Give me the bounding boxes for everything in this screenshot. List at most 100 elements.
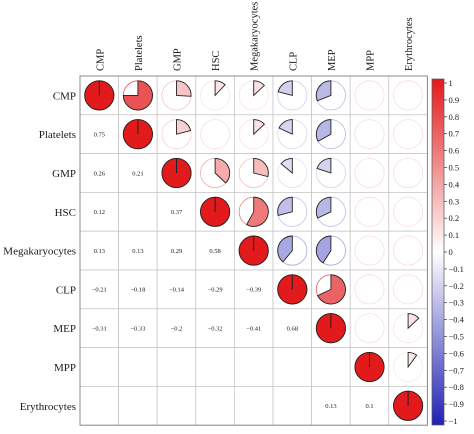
pie-hsc-megakaryocytes [238, 196, 269, 227]
pie-platelets-clp [277, 119, 308, 150]
pie-gmp-gmp [161, 157, 192, 189]
cell-mpp-hsc [195, 347, 235, 387]
pie-outline [354, 196, 385, 227]
pie-hsc-hsc [200, 196, 231, 227]
column-label-erythrocytes: Erythrocytes [404, 17, 415, 71]
matrix-marks: 0.75 0.26 0.21 0.12 0.37 0.13 0.13 0.29 0.58 −0.2… [84, 80, 424, 421]
pie-slice [315, 235, 332, 264]
value-megakaryocytes-gmp: 0.29 [171, 248, 182, 255]
cell-mep-platelets [118, 308, 158, 348]
cell-erythrocytes-cmp [79, 385, 119, 426]
colorbar-tick-label: −0.7 [449, 365, 464, 375]
pie-slice [253, 119, 265, 136]
pie-platelets-megakaryocytes [238, 119, 269, 150]
colorbar-tick-label: 1 [449, 78, 453, 88]
cell-erythrocytes-platelets [118, 385, 158, 426]
pie-mpp-erythrocytes [393, 351, 424, 382]
cell-erythrocytes-clp [272, 385, 312, 426]
pie-slice [176, 80, 192, 97]
pie-platelets-erythrocytes [393, 119, 424, 150]
column-label-mpp: MPP [366, 50, 377, 71]
value-mep-hsc: −0.32 [208, 326, 223, 333]
pie-cmp-clp [277, 80, 308, 111]
value-gmp-cmp: 0.26 [94, 170, 106, 177]
colorbar-tick-label: 0.2 [449, 213, 460, 223]
value-clp-gmp: −0.14 [169, 287, 185, 294]
column-label-hsc: HSC [211, 51, 222, 71]
cell-clp-hsc [195, 269, 235, 310]
pie-slice [280, 157, 293, 174]
value-megakaryocytes-hsc: 0.58 [209, 248, 220, 255]
pie-megakaryocytes-mep [315, 235, 346, 266]
row-label-mep: MEP [53, 323, 76, 335]
column-label-platelets: Platelets [134, 35, 145, 71]
colorbar-tick-label: 0.5 [449, 163, 460, 173]
cell-hsc-cmp [79, 191, 119, 232]
colorbar-tick-label: 0.7 [449, 129, 460, 139]
pie-megakaryocytes-mpp [354, 235, 385, 266]
pie-platelets-hsc [200, 119, 231, 150]
cell-erythrocytes-mep [311, 385, 351, 426]
pie-outline [354, 313, 385, 344]
column-label-cmp: CMP [95, 49, 106, 71]
colorbar-tick-label: 0.8 [449, 112, 460, 122]
pie-hsc-erythrocytes [393, 196, 424, 227]
pie-outline [393, 235, 424, 266]
cell-mep-megakaryocytes [233, 308, 274, 348]
pie-outline [354, 157, 385, 188]
value-clp-megakaryocytes: −0.39 [246, 287, 261, 294]
cell-hsc-mpp [349, 191, 390, 232]
column-label-gmp: GMP [173, 48, 184, 71]
colorbar-tick-label: 0.1 [449, 230, 460, 240]
cell-clp-platelets [118, 269, 158, 310]
value-mep-clp: 0.68 [287, 326, 298, 333]
pie-slice [315, 196, 332, 219]
pie-outline [393, 119, 424, 150]
pie-slice [122, 80, 153, 111]
pie-clp-mpp [354, 274, 385, 305]
cell-erythrocytes-gmp [156, 385, 197, 426]
cell-megakaryocytes-hsc [195, 230, 235, 271]
column-label-mep: MEP [327, 49, 338, 71]
cell-hsc-platelets [118, 191, 158, 232]
colorbar-tick-label: −0.9 [449, 399, 464, 409]
value-mep-cmp: −0.31 [92, 326, 107, 333]
cell-clp-gmp [156, 269, 197, 310]
colorbar-tick-label: 0.4 [449, 179, 460, 189]
cell-platelets-mpp [349, 114, 390, 155]
pie-mep-mpp [354, 313, 385, 344]
colorbar-tick-label: −0.3 [449, 298, 464, 308]
pie-gmp-erythrocytes [393, 157, 424, 188]
pie-platelets-gmp [161, 119, 192, 150]
pie-hsc-mep [315, 196, 346, 227]
pie-slice [277, 196, 293, 216]
cell-mep-cmp [79, 308, 119, 348]
grid-border [79, 75, 428, 426]
row-label-platelets: Platelets [39, 129, 76, 141]
cell-mpp-megakaryocytes [233, 347, 274, 387]
row-label-gmp: GMP [52, 168, 76, 180]
pie-outline [354, 235, 385, 266]
pie-platelets-mep [315, 119, 346, 150]
colorbar-tick-label: 0.6 [449, 146, 460, 156]
pie-gmp-mpp [354, 157, 385, 188]
pie-gmp-hsc [200, 157, 231, 188]
value-hsc-cmp: 0.12 [94, 209, 105, 216]
row-label-erythrocytes: Erythrocytes [20, 401, 76, 413]
pie-outline [393, 157, 424, 188]
cell-megakaryocytes-mpp [349, 230, 390, 271]
cell-megakaryocytes-cmp [79, 230, 119, 271]
cell-cmp-mpp [349, 75, 390, 116]
pie-mpp-mpp [354, 351, 385, 383]
pie-platelets-mpp [354, 119, 385, 150]
pie-platelets-platelets [122, 119, 153, 150]
pie-gmp-megakaryocytes [238, 157, 269, 188]
pie-outline [200, 119, 231, 150]
pie-slice [315, 119, 332, 142]
pie-cmp-mep [315, 80, 346, 111]
value-clp-platelets: −0.18 [130, 287, 145, 294]
pie-slice [316, 157, 332, 174]
colorbar-tick-label: −0.2 [449, 281, 464, 291]
row-label-mpp: MPP [54, 362, 76, 374]
pie-cmp-hsc [200, 80, 231, 111]
